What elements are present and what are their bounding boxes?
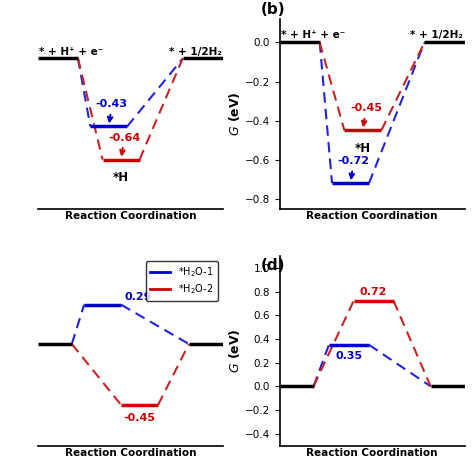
- Text: * + 1/2H₂: * + 1/2H₂: [410, 30, 463, 40]
- Text: *H: *H: [355, 142, 371, 155]
- X-axis label: Reaction Coordination: Reaction Coordination: [64, 211, 196, 221]
- X-axis label: Reaction Coordination: Reaction Coordination: [64, 448, 196, 458]
- Text: -0.72: -0.72: [337, 156, 370, 178]
- Text: * + H⁺ + e⁻: * + H⁺ + e⁻: [39, 47, 103, 57]
- Text: -0.43: -0.43: [96, 100, 128, 121]
- Text: * + 1/2H₂: * + 1/2H₂: [169, 47, 221, 57]
- Y-axis label: $G$ (eV): $G$ (eV): [227, 91, 242, 136]
- Text: (b): (b): [261, 1, 285, 17]
- Text: 0.72: 0.72: [360, 287, 387, 297]
- Text: -0.64: -0.64: [108, 133, 140, 155]
- Text: -0.45: -0.45: [350, 103, 382, 125]
- Text: 0.29: 0.29: [124, 292, 152, 302]
- Text: 0.35: 0.35: [336, 351, 363, 361]
- Text: *H: *H: [113, 171, 129, 184]
- Legend: *H$_2$O-1, *H$_2$O-2: *H$_2$O-1, *H$_2$O-2: [146, 261, 218, 301]
- Y-axis label: $G$ (eV): $G$ (eV): [227, 328, 242, 373]
- Text: * + H⁺ + e⁻: * + H⁺ + e⁻: [281, 30, 345, 40]
- Text: -0.45: -0.45: [124, 412, 155, 422]
- X-axis label: Reaction Coordination: Reaction Coordination: [306, 448, 438, 458]
- X-axis label: Reaction Coordination: Reaction Coordination: [306, 211, 438, 221]
- Text: (d): (d): [261, 258, 285, 273]
